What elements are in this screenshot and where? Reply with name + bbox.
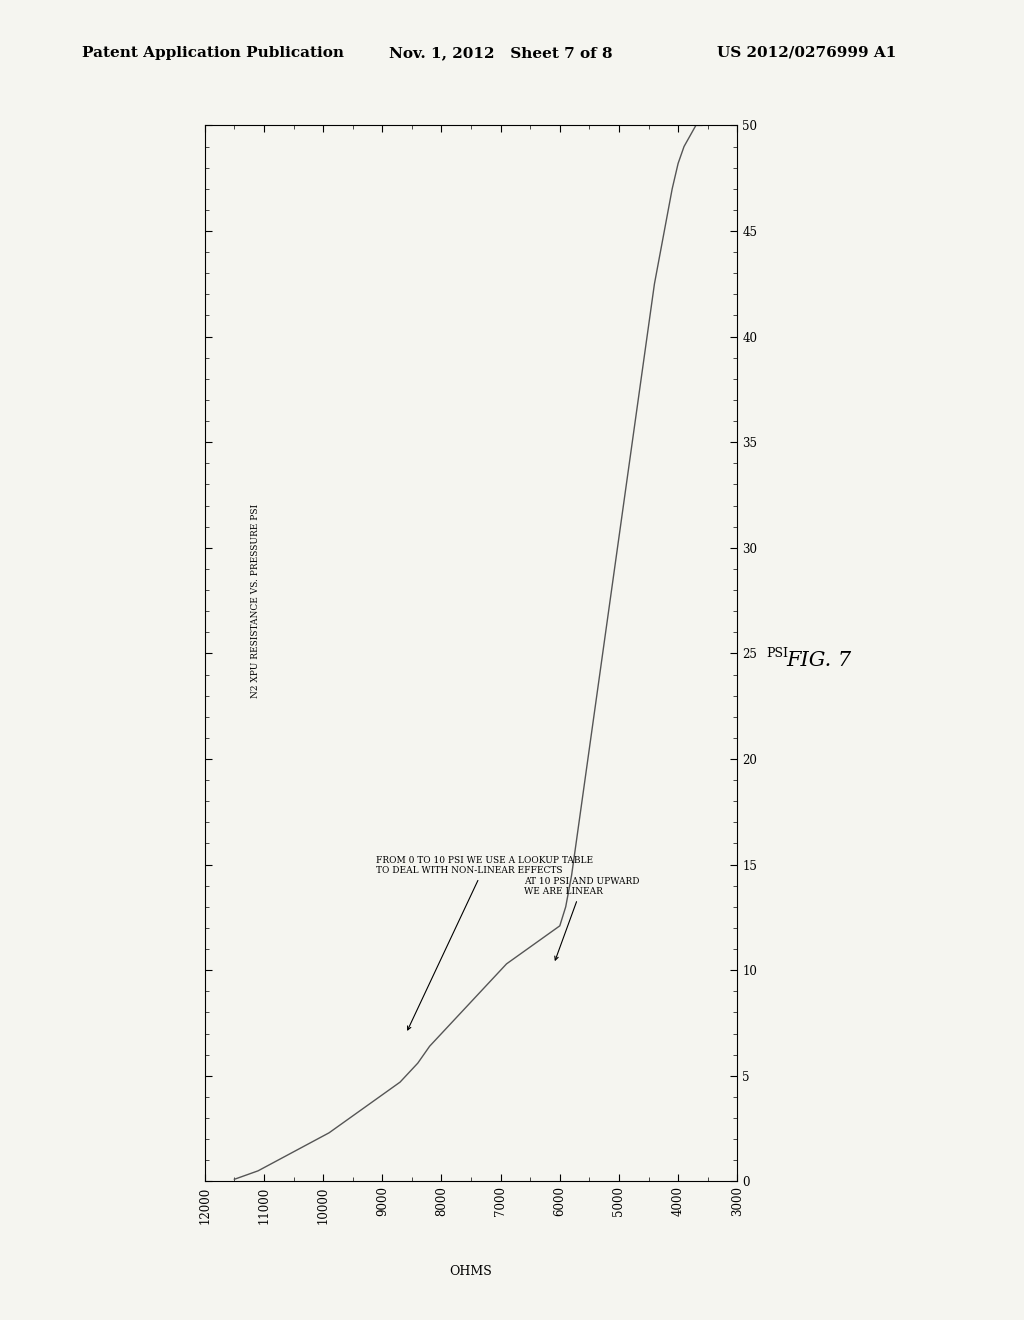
- Text: AT 10 PSI AND UPWARD
WE ARE LINEAR: AT 10 PSI AND UPWARD WE ARE LINEAR: [524, 876, 640, 960]
- Text: FROM 0 TO 10 PSI WE USE A LOOKUP TABLE
TO DEAL WITH NON-LINEAR EFFECTS: FROM 0 TO 10 PSI WE USE A LOOKUP TABLE T…: [377, 855, 594, 1030]
- Text: N2 XPU RESISTANCE VS. PRESSURE PSI: N2 XPU RESISTANCE VS. PRESSURE PSI: [251, 503, 260, 698]
- Text: OHMS: OHMS: [450, 1265, 493, 1278]
- Text: FIG. 7: FIG. 7: [786, 651, 852, 669]
- Text: Patent Application Publication: Patent Application Publication: [82, 46, 344, 59]
- Text: Nov. 1, 2012   Sheet 7 of 8: Nov. 1, 2012 Sheet 7 of 8: [389, 46, 612, 59]
- Text: PSI: PSI: [766, 647, 788, 660]
- Text: US 2012/0276999 A1: US 2012/0276999 A1: [717, 46, 896, 59]
